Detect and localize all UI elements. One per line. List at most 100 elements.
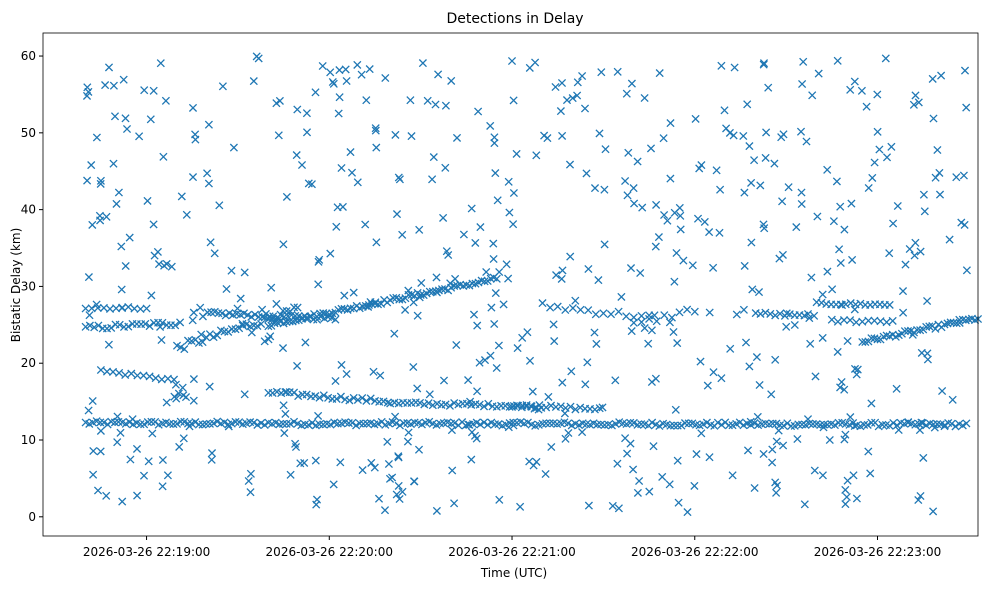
scatter-point — [750, 156, 759, 165]
scatter-point — [512, 401, 521, 410]
scatter-point — [505, 208, 514, 217]
scatter-point — [797, 199, 806, 209]
scatter-point — [882, 318, 891, 327]
scatter-point — [144, 457, 153, 466]
scatter-point — [162, 259, 171, 268]
scatter-point — [84, 406, 93, 415]
scatter-point — [424, 399, 433, 408]
scatter-point — [372, 238, 381, 247]
scatter-point — [113, 438, 122, 447]
scatter-point — [818, 333, 827, 342]
scatter-point — [672, 248, 681, 258]
scatter-point — [810, 466, 819, 475]
scatter-point — [948, 395, 957, 404]
scatter-point — [867, 399, 876, 408]
scatter-point — [669, 327, 678, 337]
scatter-point — [673, 339, 682, 348]
scatter-point — [133, 491, 142, 500]
scatter-point — [916, 491, 925, 501]
scatter-point — [566, 402, 575, 411]
scatter-point — [96, 365, 105, 375]
scatter-point — [797, 188, 806, 197]
scatter-point — [829, 217, 838, 226]
scatter-point — [337, 360, 346, 369]
scatter-point — [525, 356, 535, 365]
scatter-point — [578, 71, 587, 81]
scatter-point — [224, 422, 233, 431]
scatter-point — [832, 177, 841, 186]
scatter-point — [367, 458, 376, 467]
scatter-point — [793, 434, 802, 444]
scatter-point — [364, 302, 373, 311]
scatter-point — [960, 66, 970, 75]
scatter-point — [346, 304, 355, 313]
scatter-point — [623, 449, 632, 458]
scatter-point — [189, 308, 198, 317]
scatter-point — [745, 362, 754, 371]
scatter-point — [357, 70, 366, 79]
scatter-point — [861, 337, 870, 347]
scatter-point — [848, 255, 857, 264]
scatter-point — [92, 133, 101, 142]
x-axis: 2026-03-26 22:19:00 2026-03-26 22:20:00 20… — [83, 536, 941, 559]
scatter-point — [756, 181, 765, 190]
scatter-point — [690, 307, 699, 316]
scatter-point — [117, 242, 126, 251]
scatter-point — [82, 91, 92, 100]
scatter-point — [705, 308, 714, 317]
scatter-point — [371, 124, 380, 133]
scatter-point — [697, 429, 706, 438]
scatter-point — [590, 405, 599, 414]
scatter-point — [806, 339, 815, 348]
scatter-point — [96, 418, 105, 427]
scatter-point — [768, 419, 777, 428]
scatter-point — [392, 490, 401, 499]
scatter-point — [560, 409, 569, 418]
scatter-point — [836, 202, 845, 211]
scatter-point — [85, 311, 94, 320]
scatter-point — [431, 100, 440, 109]
scatter-point — [353, 178, 362, 187]
scatter-point — [614, 307, 623, 316]
scatter-point — [901, 260, 910, 269]
scatter-point — [823, 165, 832, 174]
scatter-point — [169, 375, 179, 384]
scatter-point — [938, 386, 947, 396]
scatter-point — [491, 289, 500, 298]
scatter-point — [875, 145, 884, 154]
scatter-point — [903, 326, 913, 336]
scatter-point — [140, 86, 149, 95]
scatter-point — [637, 420, 646, 429]
scatter-point — [614, 504, 623, 513]
scatter-point — [336, 392, 345, 401]
scatter-point — [495, 267, 504, 277]
scatter-point — [841, 500, 850, 509]
scatter-point — [504, 274, 513, 283]
scatter-point — [487, 303, 496, 312]
scatter-point — [118, 497, 127, 506]
scatter-point — [439, 213, 448, 222]
scatter-point — [595, 129, 604, 138]
scatter-point — [713, 418, 722, 427]
scatter-point — [278, 344, 288, 353]
scatter-point — [660, 311, 669, 320]
scatter-point — [538, 299, 547, 308]
scatter-point — [81, 304, 90, 313]
scatter-point — [398, 230, 407, 239]
scatter-point — [250, 310, 260, 319]
scatter-point — [88, 396, 97, 406]
y-tick-label: 30 — [21, 279, 36, 293]
scatter-point — [633, 157, 642, 166]
scatter-point — [490, 420, 500, 429]
scatter-point — [244, 476, 253, 486]
scatter-point — [302, 109, 311, 118]
scatter-point — [959, 171, 968, 180]
scatter-point — [432, 273, 441, 282]
scatter-point — [272, 299, 281, 308]
scatter-point — [667, 313, 676, 322]
scatter-point — [395, 494, 404, 504]
scatter-point — [484, 399, 493, 408]
scatter-point — [423, 96, 432, 105]
scatter-point — [334, 109, 343, 118]
scatter-point — [726, 344, 735, 353]
